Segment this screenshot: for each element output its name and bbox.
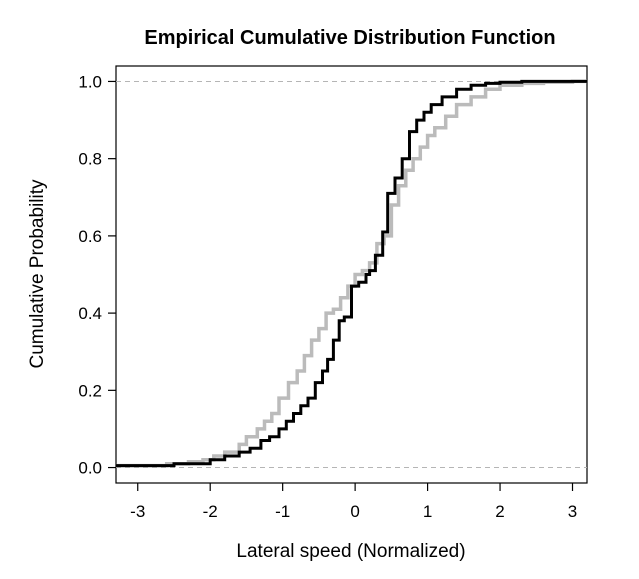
ecdf-series-0 [116, 79, 587, 468]
x-tick-label-3: 0 [350, 502, 359, 521]
x-axis-label: Lateral speed (Normalized) [236, 541, 465, 562]
plot-frame [115, 65, 588, 484]
y-tick-label-1: 0.2 [78, 381, 102, 400]
x-tick-label-2: -1 [275, 502, 290, 521]
x-tick-label-0: -3 [130, 502, 145, 521]
y-tick-label-3: 0.6 [78, 227, 102, 246]
x-tick-label-1: -2 [203, 502, 218, 521]
y-axis-label: Cumulative Probability [27, 179, 48, 369]
ecdf-series-1 [116, 79, 587, 468]
x-tick-label-4: 1 [423, 502, 432, 521]
plot-area: -3 -2 -1 0 1 2 3 0.0 0.2 0.4 0.6 0.8 1.0 [78, 65, 588, 521]
y-tick-label-2: 0.4 [78, 304, 102, 323]
chart-title: Empirical Cumulative Distribution Functi… [144, 27, 555, 49]
y-tick-label-5: 1.0 [78, 72, 102, 91]
y-tick-label-4: 0.8 [78, 150, 102, 169]
y-tick-label-0: 0.0 [78, 459, 102, 478]
x-tick-label-5: 2 [495, 502, 504, 521]
x-tick-label-6: 3 [568, 502, 577, 521]
